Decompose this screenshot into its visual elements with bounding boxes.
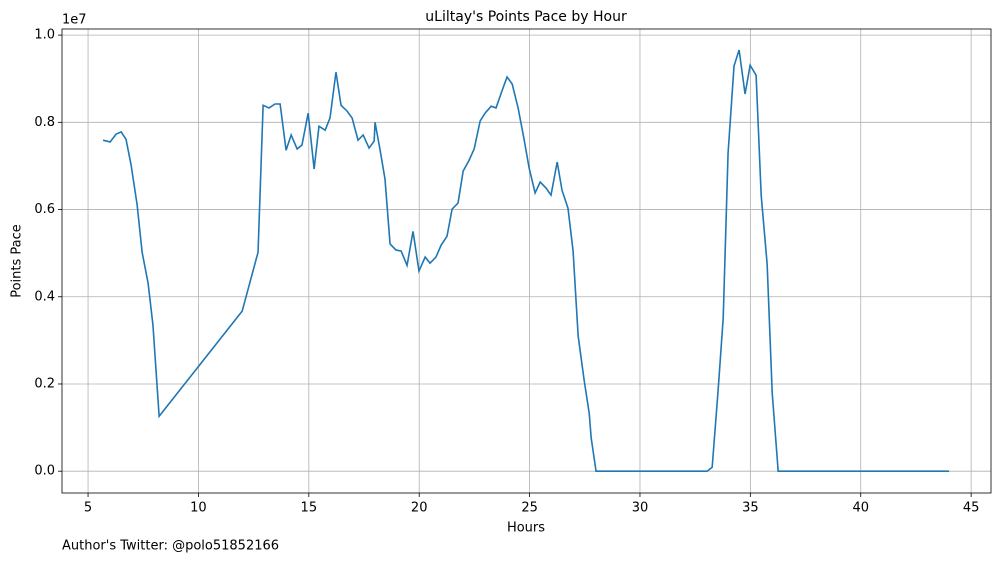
x-tick-label: 5 (84, 501, 92, 516)
x-tick-label: 25 (521, 501, 538, 516)
x-tick-label: 30 (632, 501, 649, 516)
y-tick-label: 0.8 (34, 115, 55, 130)
annotation: Author's Twitter: @polo51852166 (62, 539, 279, 554)
y-tick-label: 1.0 (34, 28, 55, 43)
plot-frame (61, 28, 992, 494)
y-tick-label: 0.0 (34, 464, 55, 479)
chart-title: uLiltay's Points Pace by Hour (425, 9, 627, 25)
data-line (102, 49, 950, 472)
y-tick-label: 0.6 (34, 202, 55, 217)
x-tick-label: 20 (411, 501, 428, 516)
y-offset-label: 1e7 (62, 13, 87, 28)
x-tick-label: 45 (963, 501, 980, 516)
y-axis-label: Points Pace (10, 224, 25, 298)
x-tick-label: 15 (301, 501, 318, 516)
x-tick-label: 10 (190, 501, 207, 516)
x-axis-label: Hours (507, 521, 545, 536)
y-tick-label: 0.2 (34, 376, 55, 391)
y-tick-label: 0.4 (34, 289, 55, 304)
x-tick-label: 35 (742, 501, 759, 516)
x-tick-label: 40 (852, 501, 869, 516)
